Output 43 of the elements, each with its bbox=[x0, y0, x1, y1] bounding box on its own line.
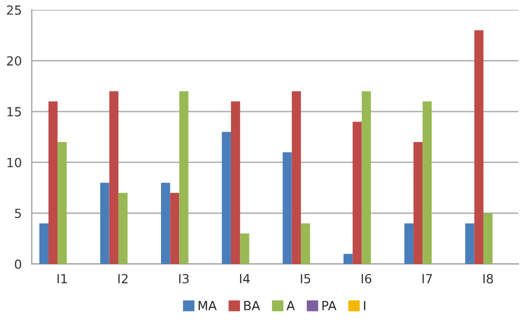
legend-label: A bbox=[286, 301, 295, 310]
bar bbox=[170, 192, 180, 264]
bar bbox=[300, 223, 310, 264]
y-tick-label: 20 bbox=[7, 56, 22, 66]
bar bbox=[483, 213, 493, 264]
y-tick-label: 10 bbox=[7, 158, 22, 168]
x-tick-label: I8 bbox=[483, 274, 493, 284]
y-tick-label: 5 bbox=[15, 208, 21, 218]
legend-label: MA bbox=[198, 301, 217, 310]
legend-label: PA bbox=[322, 301, 336, 310]
bar bbox=[240, 234, 250, 264]
y-tick-label: 0 bbox=[14, 259, 22, 269]
bar bbox=[362, 91, 371, 264]
bar bbox=[422, 101, 432, 264]
x-tick-label: I4 bbox=[240, 274, 250, 284]
legend-label: I bbox=[364, 301, 366, 310]
x-tick-label: I3 bbox=[179, 274, 189, 284]
bar bbox=[179, 91, 188, 264]
legend-label: BA bbox=[244, 301, 260, 310]
x-tick-label: I6 bbox=[362, 274, 372, 284]
bar bbox=[413, 142, 423, 264]
bar bbox=[404, 223, 414, 264]
bar bbox=[292, 91, 301, 264]
x-tick-label: I1 bbox=[58, 274, 67, 284]
x-tick-label: I2 bbox=[118, 274, 128, 284]
bar bbox=[100, 182, 110, 264]
bar bbox=[352, 122, 362, 264]
bar bbox=[474, 30, 484, 264]
bar bbox=[282, 152, 292, 264]
bar bbox=[118, 192, 128, 264]
bar bbox=[465, 223, 474, 264]
bar bbox=[222, 132, 231, 264]
bar bbox=[48, 101, 58, 264]
y-tick-label: 15 bbox=[7, 107, 21, 116]
bar bbox=[161, 182, 170, 264]
bar bbox=[109, 91, 118, 264]
bar bbox=[58, 142, 67, 264]
x-tick-label: I5 bbox=[300, 274, 310, 284]
y-tick-label: 25 bbox=[7, 5, 21, 15]
bar bbox=[230, 101, 240, 264]
x-tick-label: I7 bbox=[422, 274, 432, 284]
bar bbox=[39, 223, 48, 264]
bar bbox=[344, 254, 353, 264]
